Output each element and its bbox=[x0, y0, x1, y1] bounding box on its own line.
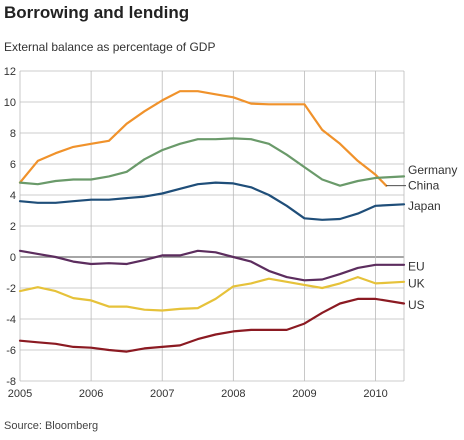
y-tick-label: 0 bbox=[10, 252, 16, 264]
y-tick-label: 12 bbox=[4, 66, 16, 78]
x-tick-label: 2006 bbox=[79, 388, 103, 400]
series-line-japan bbox=[18, 181, 406, 221]
x-tick-label: 2009 bbox=[292, 388, 316, 400]
x-tick-label: 2008 bbox=[221, 388, 245, 400]
y-tick-label: 4 bbox=[10, 190, 16, 202]
chart-source: Source: Bloomberg bbox=[4, 420, 99, 432]
series-line-eu bbox=[18, 249, 406, 282]
y-tick-label: -8 bbox=[6, 376, 16, 388]
series-line-uk bbox=[18, 276, 406, 312]
series-label-china: China bbox=[408, 179, 440, 193]
series-line-china bbox=[18, 90, 388, 187]
y-tick-label: 10 bbox=[4, 97, 16, 109]
y-tick-label: 8 bbox=[10, 128, 16, 140]
x-tick-label: 2010 bbox=[363, 388, 387, 400]
series-line-germany bbox=[18, 137, 406, 187]
series-label-eu: EU bbox=[408, 259, 425, 273]
chart-subtitle: External balance as percentage of GDP bbox=[4, 40, 216, 54]
y-tick-label: -6 bbox=[6, 345, 16, 357]
chart-title: Borrowing and lending bbox=[4, 3, 190, 22]
series-label-us: US bbox=[408, 298, 425, 312]
x-tick-label: 2005 bbox=[8, 388, 32, 400]
series-label-germany: Germany bbox=[408, 163, 457, 177]
y-tick-label: -2 bbox=[6, 283, 16, 295]
series-label-uk: UK bbox=[408, 276, 425, 290]
series-line-us bbox=[18, 297, 406, 353]
y-tick-label: -4 bbox=[6, 314, 16, 326]
series-label-japan: Japan bbox=[408, 199, 441, 213]
x-tick-label: 2007 bbox=[150, 388, 174, 400]
y-tick-label: 2 bbox=[10, 221, 16, 233]
y-tick-label: 6 bbox=[10, 159, 16, 171]
